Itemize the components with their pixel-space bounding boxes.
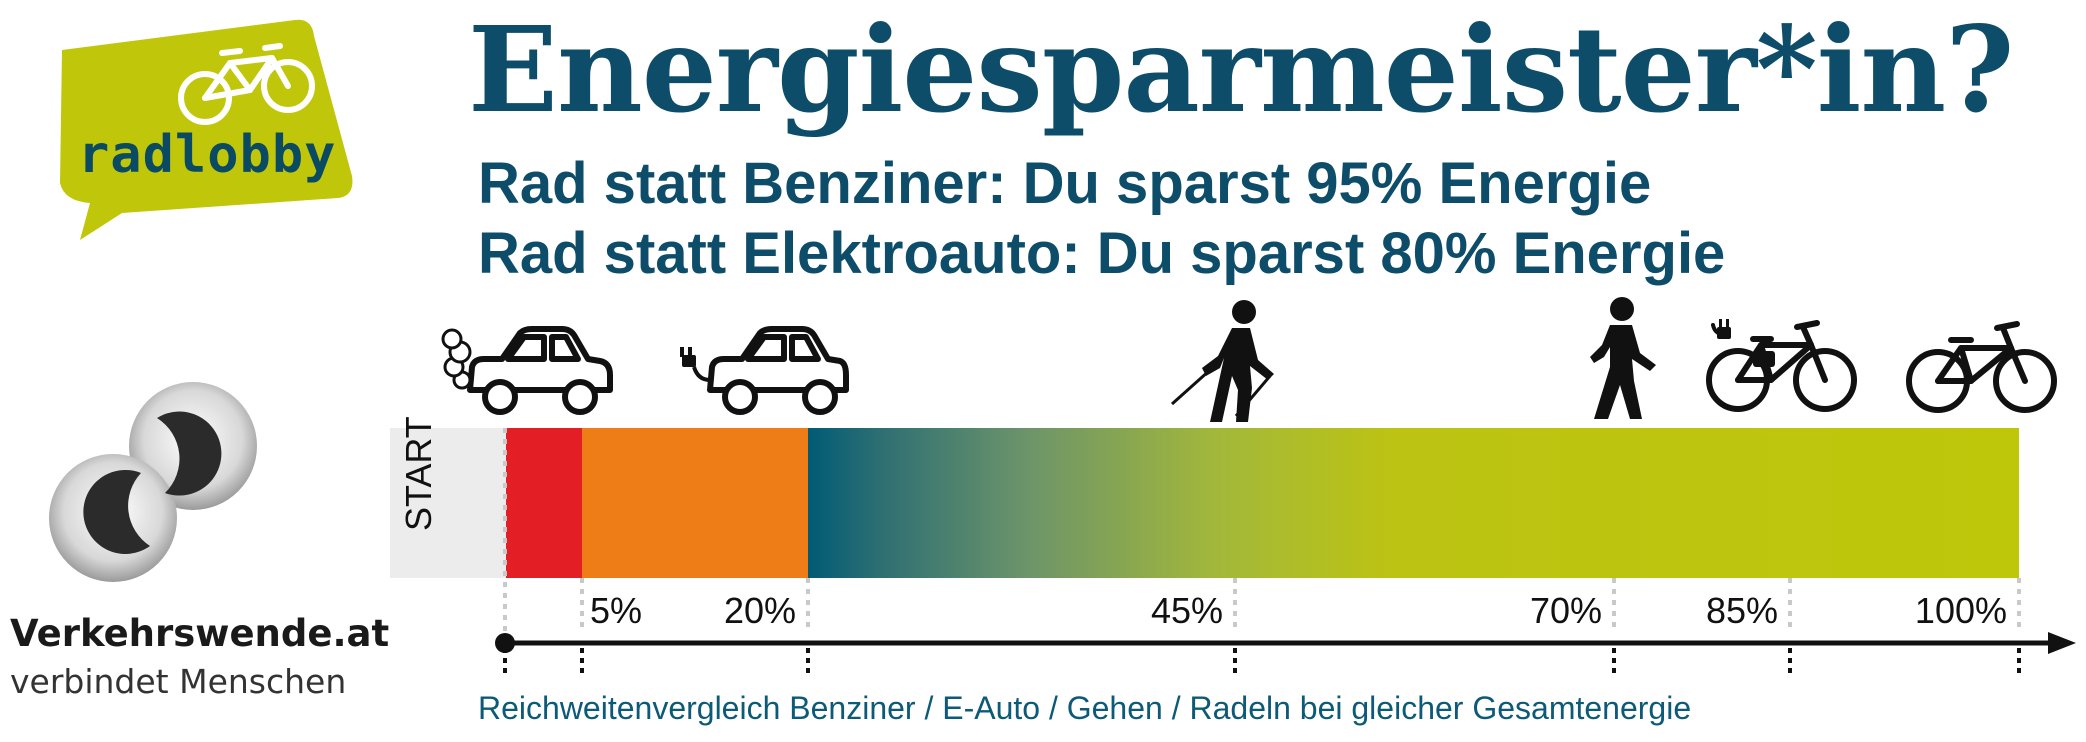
- axis-start-dot: [495, 633, 515, 653]
- segment-gehen-radeln: [808, 428, 2019, 578]
- bicycle-icon: [1906, 321, 2057, 413]
- subtitle-benziner: Rad statt Benziner: Du sparst 95% Energi…: [478, 151, 1652, 216]
- nordic-walker-icon: [1170, 300, 1274, 422]
- start-box: [390, 428, 506, 578]
- electric-car-icon: [680, 326, 849, 415]
- axis-arrow-icon: [2048, 632, 2076, 654]
- caption: Reichweitenvergleich Benziner / E-Auto /…: [478, 690, 1692, 726]
- benzin-car-icon: [441, 326, 613, 415]
- marker-label: 20%: [723, 590, 796, 631]
- marker-label: 70%: [1529, 590, 1602, 631]
- verkehrswende-name: Verkehrswende.at: [10, 612, 390, 655]
- e-bike-icon: [1706, 319, 1857, 412]
- segment-benziner: [506, 428, 582, 578]
- marker-label: 85%: [1705, 590, 1778, 631]
- subtitle-elektroauto: Rad statt Elektroauto: Du sparst 80% Ene…: [478, 221, 1726, 286]
- verkehrswende-tagline: verbindet Menschen: [10, 662, 347, 701]
- page-title: Energiesparmeister*in?: [468, 0, 2014, 139]
- marker-label: 5%: [590, 590, 643, 631]
- radlobby-logo: [60, 19, 353, 240]
- pedestrian-icon: [1590, 297, 1656, 419]
- marker-label: 45%: [1150, 590, 1223, 631]
- segment-e-auto: [582, 428, 808, 578]
- radlobby-wordmark: radlobby: [78, 125, 337, 185]
- verkehrswende-logo: [49, 382, 257, 582]
- bicycle-icon: [178, 43, 315, 125]
- marker-label: 100%: [1914, 590, 2007, 631]
